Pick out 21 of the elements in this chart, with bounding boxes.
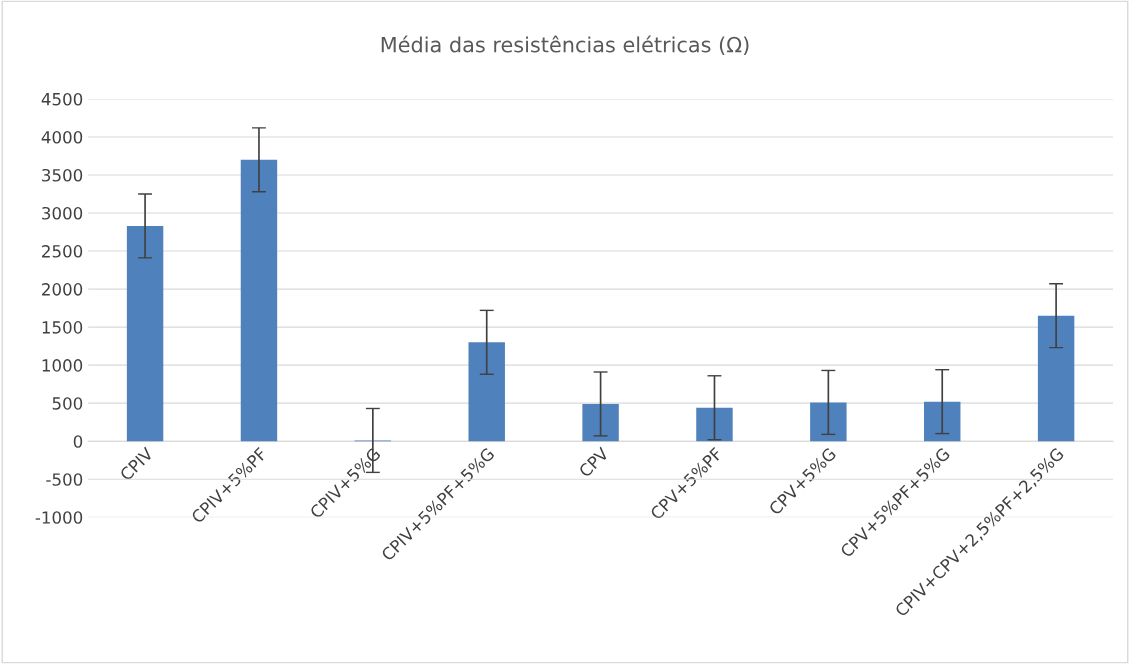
bar [468,342,505,442]
y-tick-label: 2000 [42,283,83,296]
y-tick-label: 1000 [42,359,83,372]
y-tick-label: 1500 [42,321,83,334]
y-tick-label: 4000 [41,130,83,144]
bar [696,407,733,442]
y-tick-label: 0 [73,435,83,448]
chart-title: Média das resistências elétricas (Ω) [381,35,749,55]
bar [582,403,619,442]
y-tick-label: 3000 [42,206,83,220]
bar [924,401,961,442]
y-tick-label: 500 [52,397,83,410]
bar [1037,315,1075,442]
y-tick-label: -500 [46,473,83,486]
y-tick-label: 2500 [42,245,83,258]
bar [126,225,164,442]
bar [810,402,847,442]
y-tick-label: -1000 [35,511,83,524]
y-tick-label: 3500 [42,168,83,182]
bar [240,159,278,442]
y-tick-label: 4500 [41,92,83,106]
